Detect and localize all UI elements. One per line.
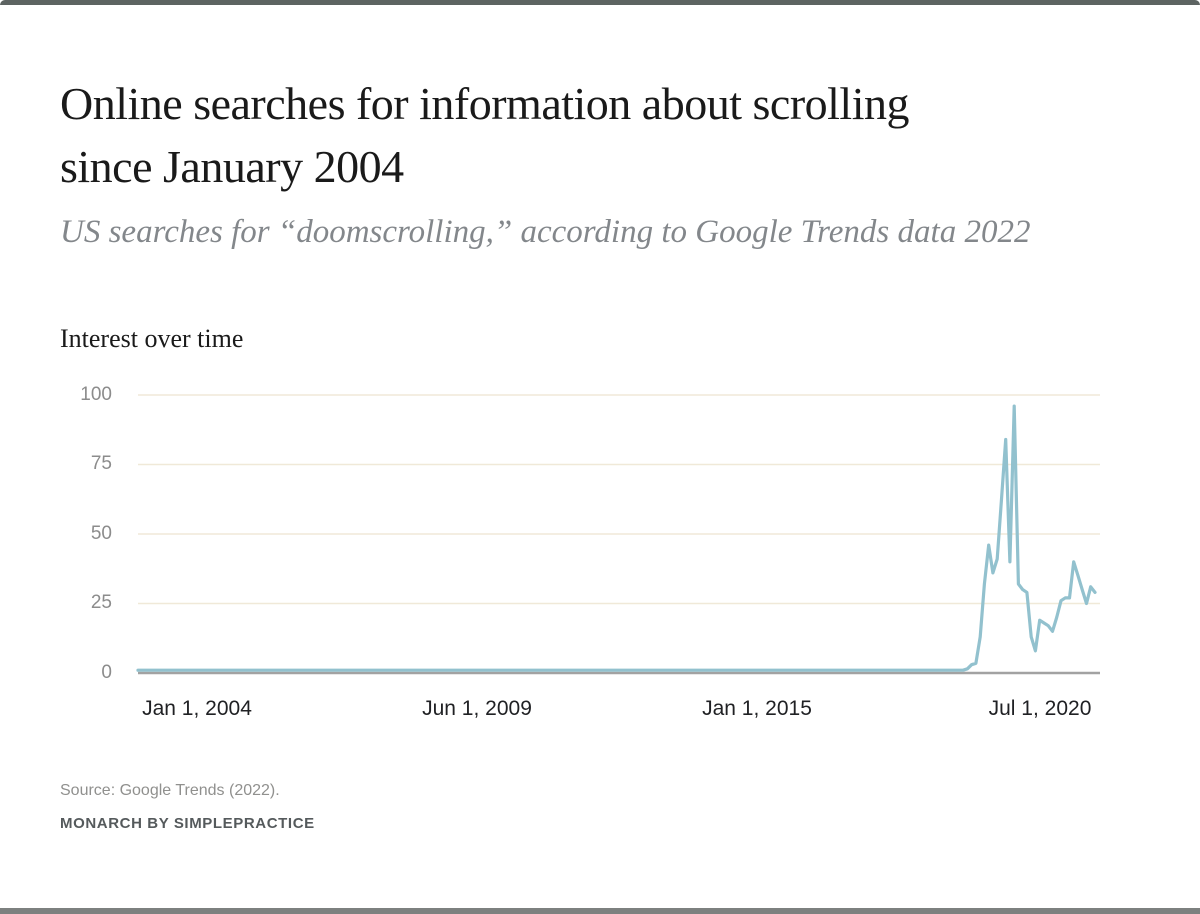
page-title-line1: Online searches for information about sc… [60, 78, 909, 129]
window-bottom-edge [0, 908, 1200, 914]
brand-name: MONARCH BY SIMPLEPRACTICE [60, 815, 315, 832]
chart-section-label: Interest over time [60, 324, 244, 353]
gridlines [138, 394, 1100, 675]
x-tick-jan-2004: Jan 1, 2004 [142, 697, 252, 720]
x-tick-jul-2020: Jul 1, 2020 [988, 697, 1092, 720]
x-tick-jan-2015: Jan 1, 2015 [702, 697, 812, 720]
y-tick-75: 75 [90, 453, 112, 474]
y-tick-50: 50 [90, 523, 112, 544]
y-tick-0: 0 [101, 662, 112, 683]
y-tick-100: 100 [80, 384, 112, 405]
trend-line [136, 404, 1097, 672]
page-title-line2: since January 2004 [60, 141, 404, 192]
window-top-edge [0, 0, 1200, 5]
page-subtitle: US searches for “doomscrolling,” accordi… [60, 214, 1031, 250]
y-tick-25: 25 [90, 592, 112, 613]
source-note: Source: Google Trends (2022). [60, 782, 280, 799]
x-tick-jun-2009: Jun 1, 2009 [422, 697, 532, 720]
page-title: Online searches for information about sc… [60, 72, 1120, 198]
